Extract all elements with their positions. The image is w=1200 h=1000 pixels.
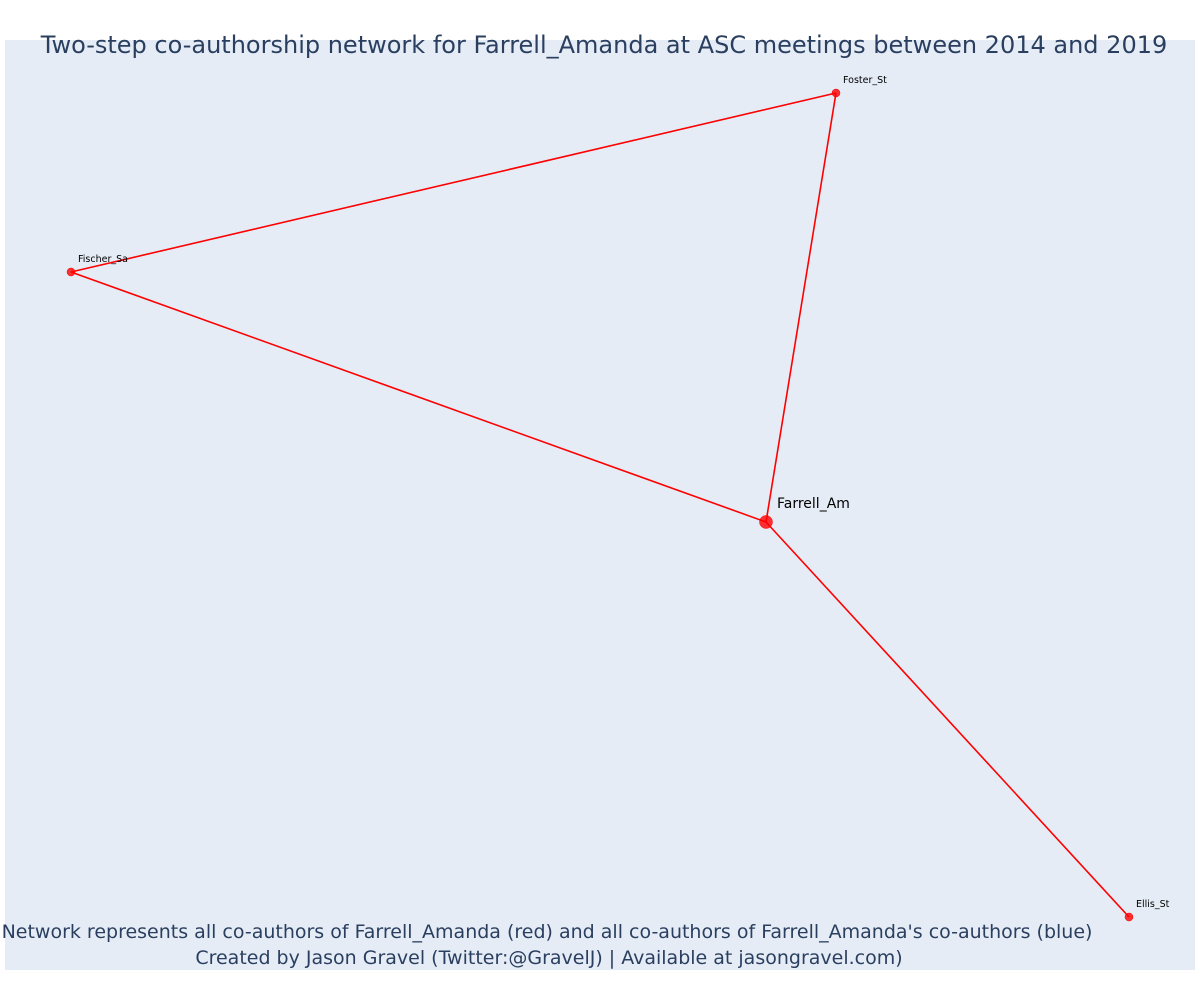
node-Farrell_Am[interactable]	[759, 515, 773, 529]
node-label-Ellis_St: Ellis_St	[1136, 899, 1170, 910]
caption-line-2: Created by Jason Gravel (Twitter:@Gravel…	[195, 947, 902, 969]
chart-title: Two-step co-authorship network for Farre…	[40, 31, 1168, 59]
node-Ellis_St[interactable]	[1124, 912, 1134, 922]
edge-Foster_St-Farrell_Am	[765, 92, 837, 523]
node-label-Fischer_Sa: Fischer_Sa	[78, 254, 128, 265]
edge-Fischer_Sa-Farrell_Am	[70, 271, 767, 523]
nodes-layer: Farrell_Am Foster_St Fischer_Sa Ellis_St	[66, 75, 1170, 922]
node-label-Foster_St: Foster_St	[843, 75, 887, 86]
plot-background	[5, 40, 1195, 970]
edges-layer	[70, 92, 1130, 918]
edge-Foster_St-Fischer_Sa	[70, 92, 837, 273]
caption-line-1: Network represents all co-authors of Far…	[2, 921, 1093, 943]
edge-Farrell_Am-Ellis_St	[765, 521, 1130, 918]
node-label-Farrell_Am: Farrell_Am	[777, 496, 850, 512]
node-Fischer_Sa[interactable]	[66, 267, 76, 277]
node-Foster_St[interactable]	[831, 88, 841, 98]
